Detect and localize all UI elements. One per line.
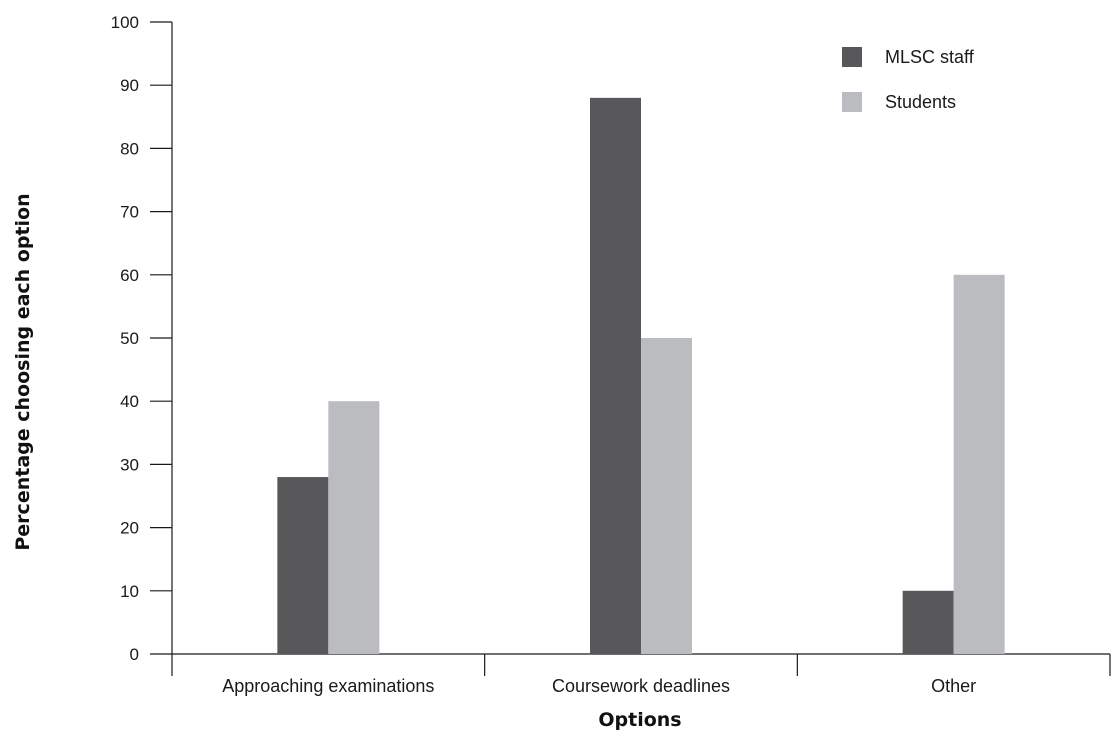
legend-label: Students [885, 92, 956, 112]
x-tick-label: Approaching examinations [222, 676, 434, 696]
x-axis-title: Options [598, 709, 681, 731]
y-tick-label: 90 [120, 76, 139, 95]
bar-students-other [953, 274, 1005, 654]
legend-label: MLSC staff [885, 47, 975, 67]
y-tick-label: 0 [130, 645, 139, 664]
legend-swatch [842, 47, 862, 67]
bars [277, 97, 1005, 655]
y-tick-label: 40 [120, 392, 139, 411]
bar-students-approaching-examinations [328, 401, 380, 654]
bar-mlsc-staff-coursework-deadlines [590, 97, 641, 655]
x-tick-label: Coursework deadlines [552, 676, 730, 696]
y-axis-title: Percentage choosing each option [12, 193, 34, 550]
y-tick-label: 80 [120, 139, 139, 158]
y-tick-label: 60 [120, 266, 139, 285]
legend-swatch [842, 92, 862, 112]
y-tick-label: 50 [120, 329, 139, 348]
y-tick-label: 20 [120, 519, 139, 538]
y-tick-label: 10 [120, 582, 139, 601]
y-tick-label: 70 [120, 203, 139, 222]
bar-mlsc-staff-other [902, 590, 954, 654]
x-tick-label: Other [931, 676, 976, 696]
y-tick-label: 100 [111, 13, 139, 32]
x-axis: Approaching examinations Coursework deadl… [171, 653, 1111, 696]
bar-students-coursework-deadlines [641, 338, 692, 654]
y-tick-label: 30 [120, 455, 139, 474]
y-axis: 0 10 20 30 40 50 60 70 80 90 100 [111, 13, 173, 664]
bar-mlsc-staff-approaching-examinations [277, 477, 329, 654]
legend: MLSC staff Students [842, 47, 975, 112]
